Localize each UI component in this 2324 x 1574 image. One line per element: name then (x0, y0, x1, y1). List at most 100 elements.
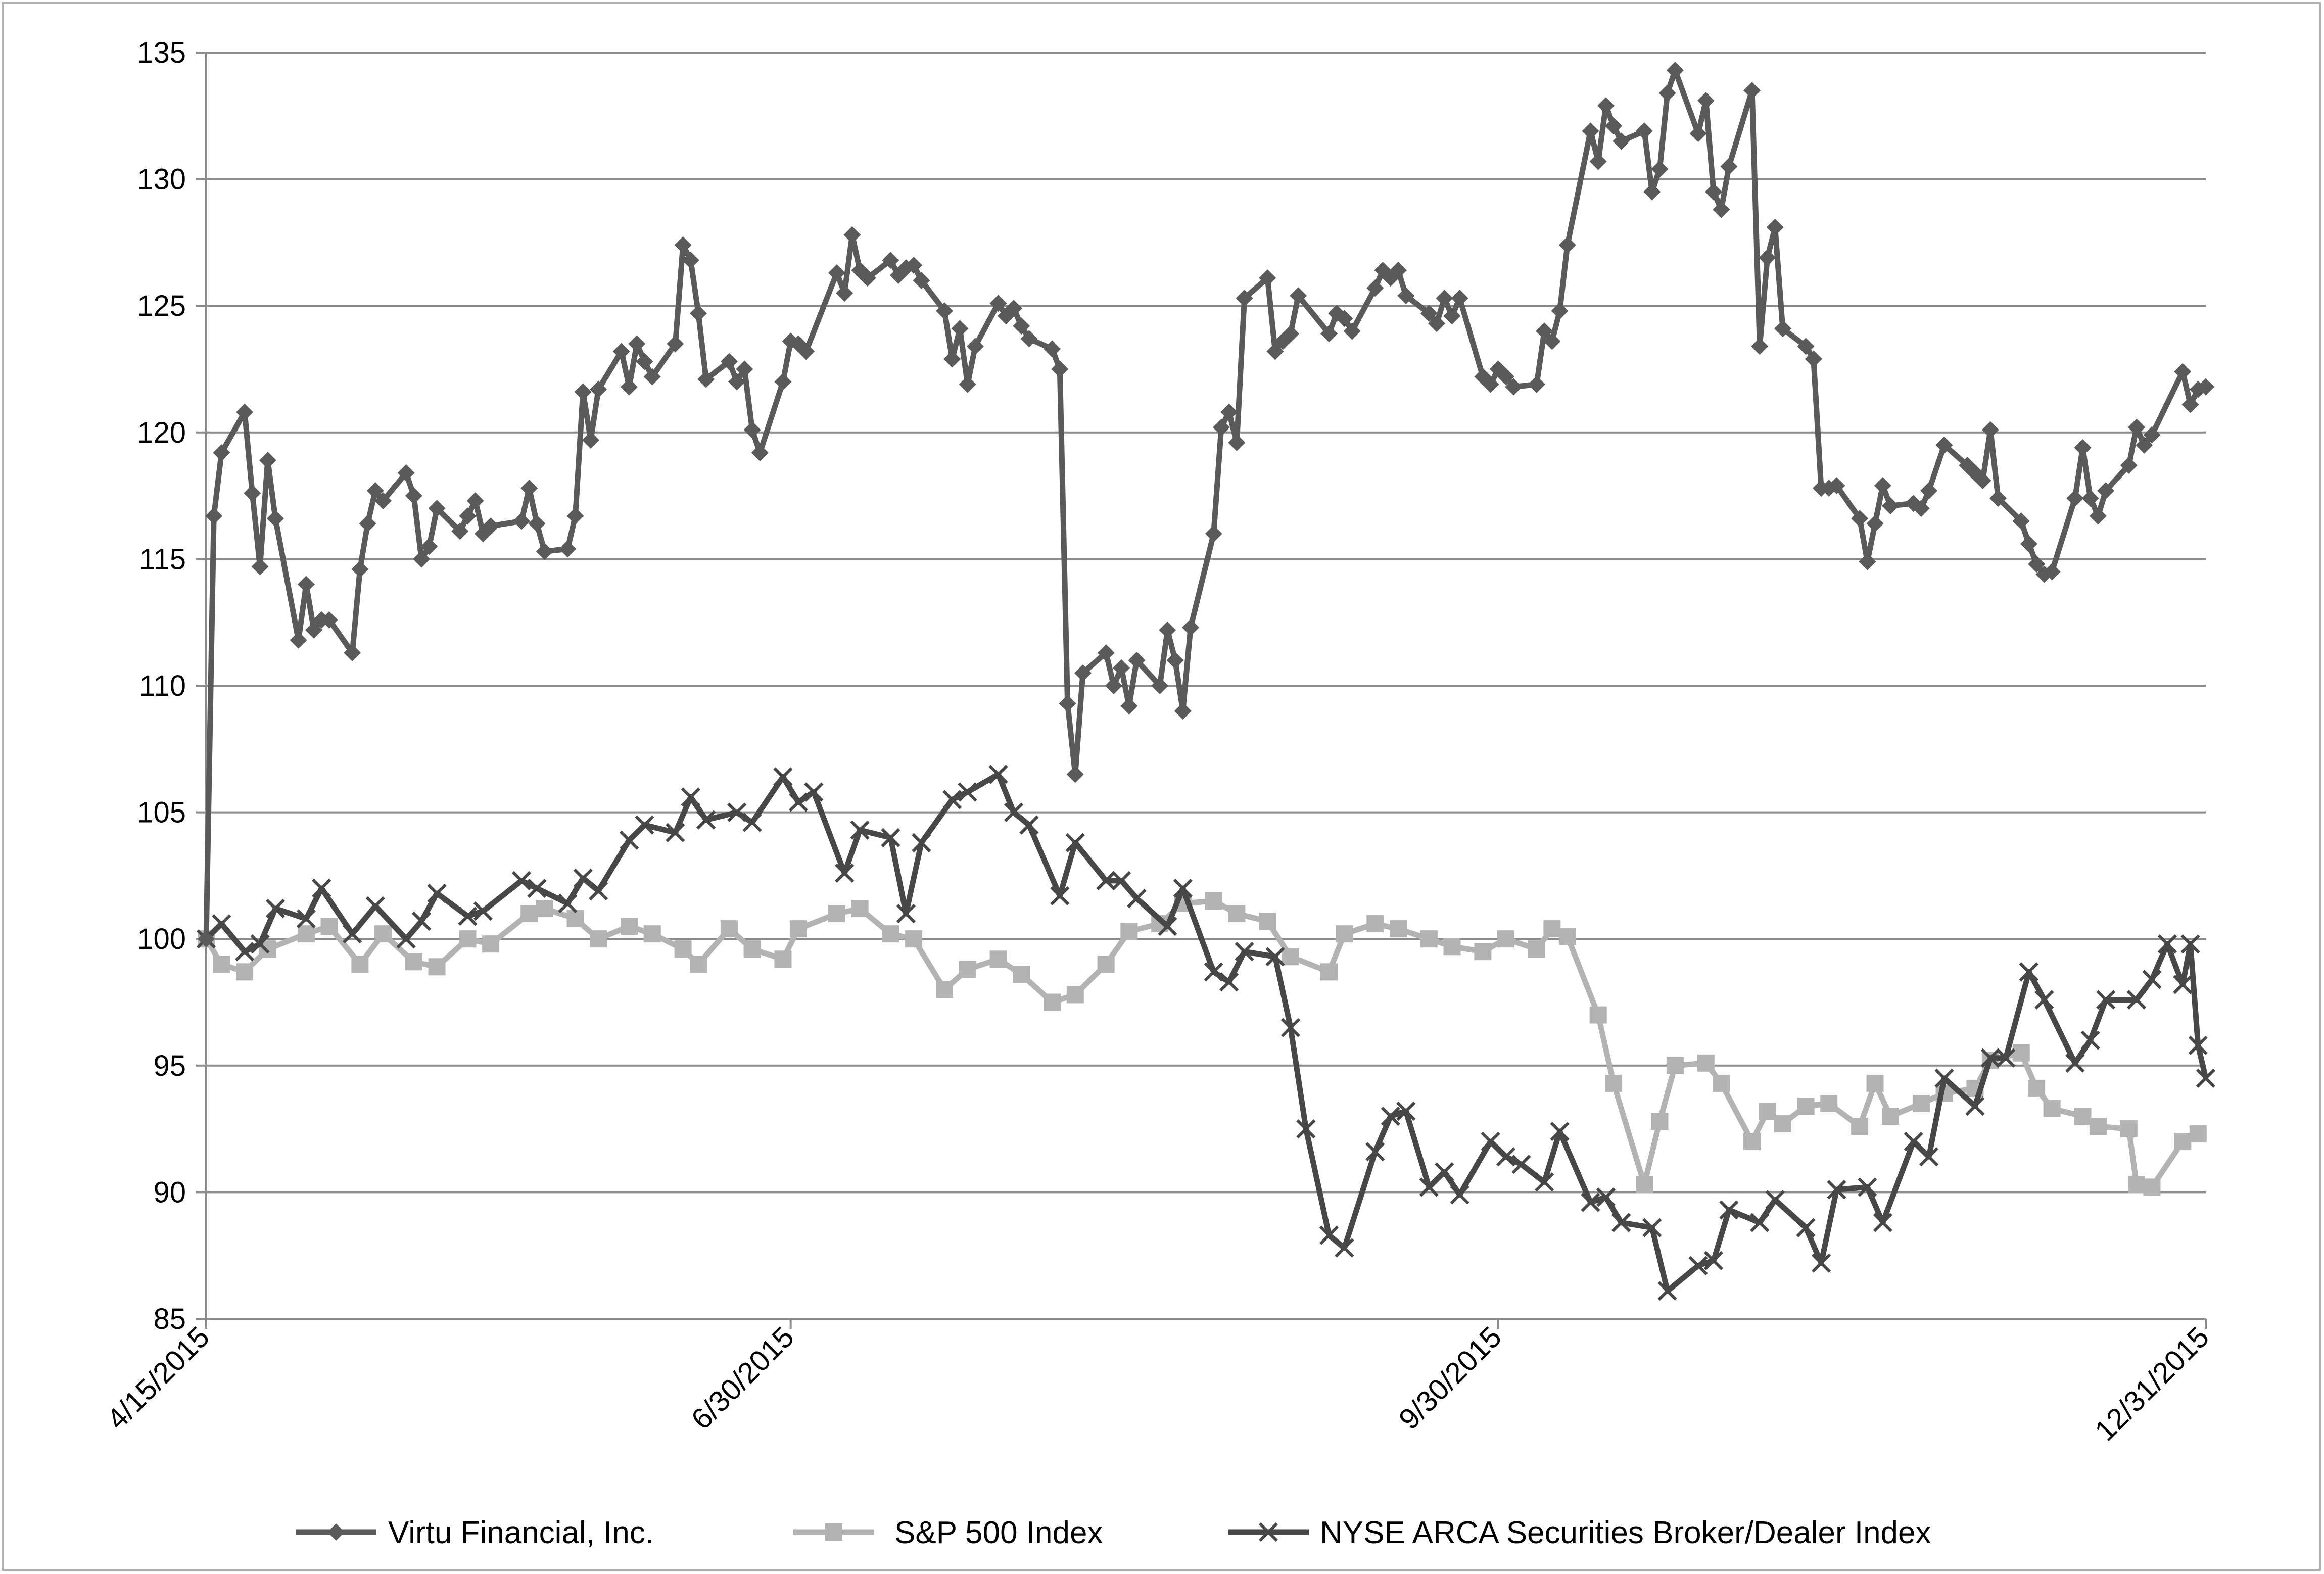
data-point-x (558, 893, 578, 914)
data-point-square (643, 925, 661, 943)
data-point-x (1858, 1177, 1877, 1197)
data-point-diamond (297, 576, 315, 593)
data-point-x (1980, 1048, 2000, 1068)
data-point-square (536, 900, 553, 918)
data-point-x (573, 868, 593, 888)
data-point-square (1066, 986, 1084, 1004)
data-point-square (1543, 920, 1561, 938)
data-point-x (2034, 990, 2054, 1010)
data-point-diamond (774, 373, 792, 391)
data-point-x (2142, 970, 2162, 989)
data-point-x (2173, 975, 2193, 994)
data-point-x (742, 813, 762, 832)
data-point-diamond (1651, 160, 1669, 178)
data-point-diamond (1105, 677, 1122, 694)
data-point-x (619, 830, 639, 850)
data-point-diamond (528, 515, 546, 533)
data-point-diamond (1666, 62, 1684, 79)
data-point-diamond (536, 543, 553, 560)
data-point-diamond (1743, 82, 1761, 100)
data-point-diamond (1866, 515, 1884, 533)
data-point-x (1611, 1213, 1631, 1232)
data-point-x (1904, 1132, 1923, 1152)
data-point-diamond (213, 444, 230, 461)
data-point-x (912, 833, 931, 852)
data-point-diamond (359, 515, 376, 533)
data-point-x (773, 767, 793, 787)
data-point-x (1335, 1238, 1354, 1258)
data-point-diamond (2181, 396, 2199, 413)
data-point-x (1173, 878, 1193, 898)
data-point-x (1158, 917, 1177, 936)
y-tick-label: 135 (137, 36, 186, 69)
y-tick-label: 100 (137, 923, 186, 956)
data-point-x (1235, 942, 1254, 962)
data-point-diamond (2074, 439, 2092, 456)
data-point-diamond (1543, 332, 1561, 350)
data-point-diamond (420, 538, 438, 555)
data-point-diamond (397, 464, 415, 482)
data-point-square (789, 920, 807, 938)
data-point-diamond (1074, 664, 1092, 682)
data-point-diamond (2043, 563, 2061, 581)
data-point-x (988, 765, 1008, 784)
data-point-x (1204, 962, 1223, 982)
data-point-square (1697, 1054, 1715, 1072)
data-point-diamond (859, 269, 876, 287)
data-point-diamond (643, 368, 661, 386)
data-point-diamond (1597, 97, 1615, 115)
data-point-diamond (636, 353, 653, 370)
data-point-diamond (2012, 512, 2030, 530)
data-point-x (1219, 972, 1239, 992)
data-point-diamond (1113, 659, 1130, 677)
data-point-square (1497, 930, 1515, 948)
data-point-diamond (1605, 117, 1623, 135)
data-point-square (851, 900, 869, 918)
data-point-square (720, 920, 738, 938)
data-point-x (1535, 1172, 1554, 1192)
data-point-diamond (320, 611, 338, 629)
y-tick-label: 120 (137, 416, 186, 449)
data-point-diamond (1212, 418, 1230, 436)
data-point-diamond (989, 295, 1007, 312)
data-point-x (2065, 1053, 2085, 1073)
data-point-square (1820, 1094, 1838, 1112)
data-point-diamond (244, 485, 261, 502)
series-0 (198, 62, 2214, 948)
data-point-x (1419, 1177, 1439, 1197)
series-line (203, 67, 2207, 939)
data-point-x (473, 901, 493, 921)
series-2 (196, 765, 2216, 1301)
data-point-diamond (1766, 218, 1784, 236)
data-point-x (1996, 1048, 2016, 1068)
data-point-diamond (674, 236, 692, 254)
data-point-diamond (2174, 363, 2192, 380)
data-point-x (1319, 1225, 1339, 1245)
data-point-diamond (1697, 92, 1715, 110)
data-point-diamond (1044, 340, 1061, 358)
data-point-diamond (828, 264, 845, 282)
data-point-square (825, 1523, 842, 1541)
x-axis-ticks: 4/15/2015 6/30/2015 9/30/2015 12/31/2015 (101, 1320, 2215, 1447)
data-point-diamond (1689, 125, 1707, 142)
data-point-diamond (251, 558, 269, 576)
data-point-square (1743, 1133, 1761, 1151)
data-point-diamond (1266, 343, 1284, 360)
data-point-diamond (1166, 651, 1184, 669)
data-point-diamond (1120, 697, 1138, 715)
data-point-square (2120, 1120, 2138, 1138)
series-line (204, 771, 2209, 1294)
data-point-diamond (1589, 153, 1607, 170)
x-tick-label: 4/15/2015 (101, 1320, 216, 1436)
data-point-diamond (1482, 375, 1499, 393)
data-point-diamond (1582, 122, 1599, 140)
data-point-square (1912, 1094, 1930, 1112)
series-group (196, 62, 2216, 1301)
y-tick-label: 105 (137, 796, 186, 829)
data-point-square (1851, 1118, 1869, 1135)
data-point-square (1389, 920, 1407, 938)
data-point-diamond (428, 500, 446, 517)
data-point-x (1657, 1281, 1677, 1301)
data-point-square (936, 981, 954, 998)
